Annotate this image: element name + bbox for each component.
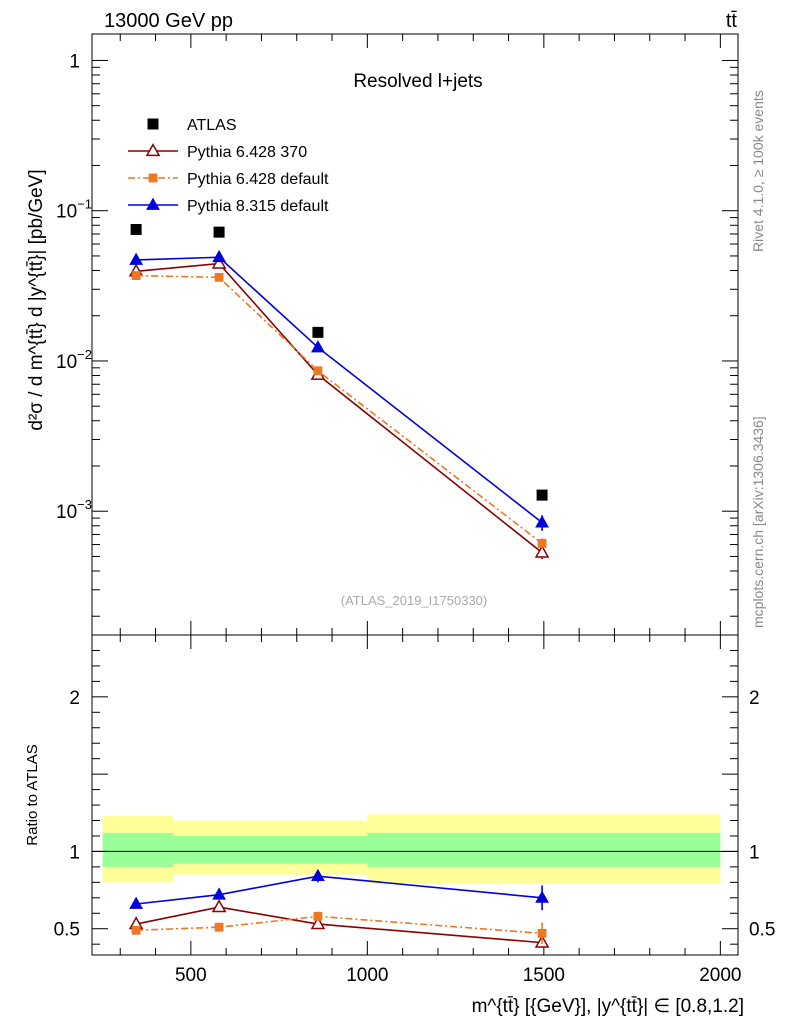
series-pythia-6-428-370-line bbox=[136, 262, 543, 554]
series-pythia-8-315-default-point bbox=[535, 515, 549, 528]
ratio-tick-label-left: 1 bbox=[69, 842, 80, 863]
series-pythia-8-315-default-line bbox=[136, 256, 543, 524]
ratio-pythia-6-428-default-point bbox=[537, 928, 547, 938]
series-atlas-point bbox=[130, 223, 142, 235]
series-pythia-6-428-default-point bbox=[313, 366, 323, 376]
series-atlas-point bbox=[536, 489, 548, 501]
ratio-frame bbox=[91, 634, 739, 956]
analysis-id: (ATLAS_2019_I1750330) bbox=[341, 593, 487, 608]
legend-label: ATLAS bbox=[187, 117, 237, 134]
series-pythia-8-315-default-point bbox=[311, 340, 325, 353]
ratio-pythia-8-315-default-point bbox=[212, 887, 226, 900]
legend-label: Pythia 8.315 default bbox=[187, 198, 329, 215]
y-tick-label: 10−2 bbox=[56, 347, 92, 373]
series-pythia-6-428-default-point bbox=[131, 271, 141, 280]
ratio-tick-label-right: 2 bbox=[749, 688, 760, 709]
ratio-pythia-6-428-default-line bbox=[136, 915, 543, 935]
energy-label: 13000 GeV pp bbox=[104, 10, 233, 32]
legend-marker bbox=[145, 143, 161, 157]
series-pythia-6-428-default-point bbox=[214, 272, 224, 282]
x-tick-label: 500 bbox=[175, 965, 207, 986]
legend: ATLAS Pythia 6.428 370 Pythia 6.428 defaul… bbox=[128, 117, 329, 215]
series-pythia-8-315-default-point bbox=[212, 249, 226, 263]
x-axis-label: m^{tt̄} [{GeV}], |y^{tt̄}| ∈ [0.8,1.2] bbox=[472, 996, 744, 1017]
ratio-band-green-0 bbox=[102, 832, 174, 867]
mcplots-label: mcplots.cern.ch [arXiv:1306.3436] bbox=[750, 416, 766, 628]
x-tick-label: 1500 bbox=[523, 965, 565, 986]
ratio-tick-label-right: 0.5 bbox=[749, 920, 775, 941]
y-tick-label: 1 bbox=[69, 51, 80, 72]
ratio-tick-label-left: 2 bbox=[69, 688, 80, 709]
ratio-tick-label-right: 1 bbox=[749, 842, 760, 863]
series-atlas-point bbox=[213, 226, 225, 238]
ratio-y-axis-label: Ratio to ATLAS bbox=[24, 744, 41, 845]
legend-label: Pythia 6.428 default bbox=[187, 171, 329, 188]
x-tick-label: 1000 bbox=[346, 965, 388, 986]
legend-marker bbox=[148, 173, 158, 183]
ratio-pythia-6-428-default-point bbox=[214, 922, 224, 932]
series-atlas-point bbox=[312, 326, 324, 338]
main-panel: 1 10−1 10−2 10−3 bbox=[56, 33, 739, 636]
process-label: tt̄ bbox=[726, 10, 738, 32]
y-tick-label: 10−3 bbox=[56, 497, 92, 523]
series-pythia-8-315-default-point bbox=[129, 252, 144, 265]
legend-marker bbox=[147, 118, 159, 130]
legend-label: Pythia 6.428 370 bbox=[187, 144, 307, 161]
legend-marker bbox=[146, 197, 160, 210]
ratio-pythia-6-428-default-point bbox=[313, 911, 323, 921]
y-axis-label: d²σ / d m^{tt̄} d |y^{tt̄}| [pb/GeV] bbox=[26, 169, 47, 430]
chart-title: Resolved l+jets bbox=[353, 71, 482, 92]
series-pythia-6-428-default-line bbox=[136, 274, 543, 545]
series-pythia-6-428-default-point bbox=[537, 539, 547, 548]
rivet-label: Rivet 4.1.0, ≥ 100k events bbox=[750, 90, 766, 252]
ratio-pythia-8-315-default-point bbox=[311, 868, 325, 882]
ratio-pythia-6-428-370-line bbox=[135, 906, 543, 944]
ratio-pythia-8-315-default-line bbox=[136, 875, 543, 905]
x-tick-label: 2000 bbox=[699, 965, 741, 986]
ratio-band-green-1 bbox=[173, 835, 368, 864]
ratio-pythia-8-315-default-point bbox=[535, 890, 549, 903]
ratio-pythia-8-315-default-point bbox=[129, 896, 144, 909]
ratio-band-green-2 bbox=[367, 832, 721, 867]
ratio-pythia-6-428-default-point bbox=[131, 925, 141, 935]
ratio-panel: 500 1000 1500 2000 0.5 0.5 1 1 2 2 bbox=[54, 634, 775, 986]
ratio-pythia-6-428-370-point bbox=[211, 899, 227, 913]
ratio-pythia-6-428-370-point bbox=[310, 916, 326, 930]
series-pythia-6-428-370-point bbox=[211, 255, 227, 269]
y-tick-label: 10−1 bbox=[56, 197, 92, 223]
series-pythia-6-428-370-point bbox=[534, 544, 550, 558]
ratio-tick-label-left: 0.5 bbox=[54, 920, 80, 941]
